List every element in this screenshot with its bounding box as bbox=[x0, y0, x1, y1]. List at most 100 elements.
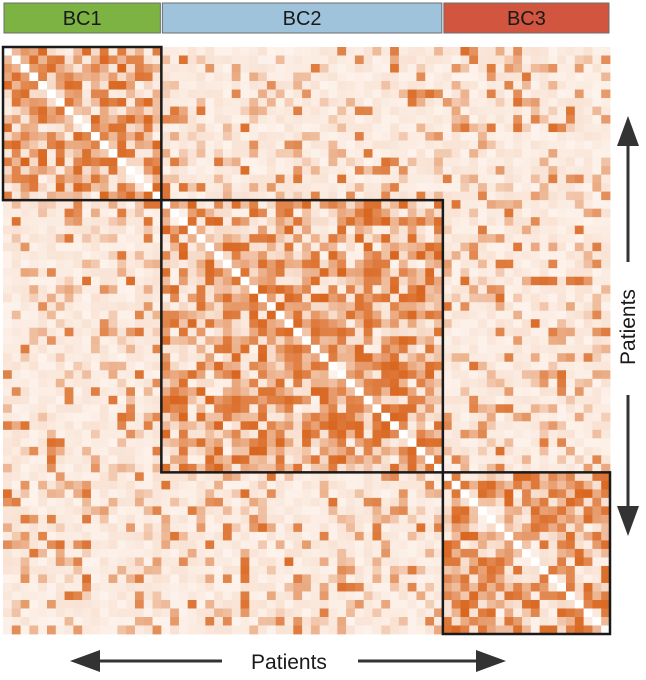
heatmap-cell bbox=[416, 446, 426, 456]
heatmap-cell bbox=[108, 81, 118, 90]
heatmap-cell bbox=[522, 276, 532, 286]
heatmap-cell bbox=[46, 191, 57, 201]
heatmap-cell bbox=[214, 557, 224, 567]
heatmap-cell bbox=[258, 72, 268, 82]
heatmap-cell bbox=[478, 183, 488, 193]
heatmap-cell bbox=[152, 64, 162, 73]
heatmap-cell bbox=[29, 565, 39, 575]
heatmap-cell bbox=[381, 140, 391, 150]
heatmap-cell bbox=[442, 625, 453, 635]
heatmap-cell bbox=[249, 55, 259, 65]
heatmap-cell bbox=[275, 319, 285, 329]
heatmap-cell bbox=[451, 327, 461, 337]
heatmap-cell bbox=[55, 608, 65, 618]
heatmap-cell bbox=[99, 591, 109, 601]
heatmap-cell bbox=[240, 89, 250, 99]
heatmap-cell bbox=[354, 557, 365, 567]
heatmap-cell bbox=[310, 132, 321, 141]
heatmap-cell bbox=[328, 64, 338, 73]
heatmap-cell bbox=[469, 89, 479, 99]
heatmap-cell bbox=[566, 132, 576, 141]
heatmap-cell bbox=[372, 81, 382, 90]
heatmap-cell bbox=[425, 225, 435, 235]
heatmap-cell bbox=[495, 344, 505, 354]
heatmap-cell bbox=[372, 591, 382, 601]
heatmap-cell bbox=[566, 421, 576, 431]
heatmap-cell bbox=[319, 378, 329, 388]
heatmap-cell bbox=[161, 506, 171, 516]
heatmap-cell bbox=[117, 370, 127, 380]
heatmap-cell bbox=[513, 480, 523, 490]
heatmap-cell bbox=[372, 387, 382, 397]
heatmap-cell bbox=[460, 276, 470, 286]
heatmap-cell bbox=[434, 548, 444, 558]
heatmap-cell bbox=[416, 531, 426, 541]
heatmap-cell bbox=[442, 208, 453, 218]
heatmap-cell bbox=[73, 327, 83, 337]
heatmap-cell bbox=[11, 115, 21, 124]
heatmap-cell bbox=[469, 463, 479, 473]
heatmap-cell bbox=[398, 480, 409, 490]
heatmap-cell bbox=[108, 123, 118, 133]
heatmap-cell bbox=[134, 523, 145, 533]
heatmap-cell bbox=[539, 276, 549, 286]
heatmap-cell bbox=[302, 98, 312, 107]
heatmap-cell bbox=[486, 489, 497, 499]
heatmap-cell bbox=[583, 242, 593, 252]
heatmap-cell bbox=[29, 404, 39, 414]
heatmap-cell bbox=[126, 310, 136, 320]
heatmap-cell bbox=[11, 540, 21, 550]
heatmap-cell bbox=[328, 582, 338, 592]
heatmap-cell bbox=[38, 81, 48, 90]
heatmap-cell bbox=[390, 497, 400, 507]
heatmap-cell bbox=[64, 531, 74, 541]
heatmap-cell bbox=[196, 438, 206, 448]
heatmap-cell bbox=[398, 497, 409, 507]
heatmap-cell bbox=[205, 123, 215, 133]
heatmap-cell bbox=[478, 208, 488, 218]
heatmap-cell bbox=[337, 497, 347, 507]
heatmap-cell bbox=[170, 531, 180, 541]
heatmap-cell bbox=[557, 344, 567, 354]
heatmap-cell bbox=[363, 106, 373, 116]
heatmap-cell bbox=[152, 523, 162, 533]
heatmap-cell bbox=[592, 183, 602, 193]
heatmap-cell bbox=[152, 72, 162, 82]
heatmap-cell bbox=[495, 361, 505, 371]
heatmap-cell bbox=[55, 625, 65, 635]
heatmap-cell bbox=[82, 140, 92, 150]
heatmap-cell bbox=[601, 268, 611, 278]
heatmap-cell bbox=[231, 140, 241, 150]
heatmap-cell bbox=[231, 591, 241, 601]
heatmap-cell bbox=[117, 234, 127, 244]
heatmap-cell bbox=[293, 616, 303, 626]
heatmap-cell bbox=[126, 276, 136, 286]
heatmap-cell bbox=[548, 378, 558, 388]
heatmap-cell bbox=[90, 565, 101, 575]
heatmap-cell bbox=[178, 302, 189, 312]
heatmap-cell bbox=[548, 89, 558, 99]
heatmap-cell bbox=[513, 81, 523, 90]
heatmap-cell bbox=[434, 472, 444, 482]
heatmap-cell bbox=[46, 514, 57, 524]
heatmap-cell bbox=[178, 72, 189, 82]
heatmap-cell bbox=[249, 217, 259, 227]
heatmap-cell bbox=[504, 89, 514, 99]
heatmap-cell bbox=[548, 174, 558, 184]
heatmap-cell bbox=[187, 157, 197, 167]
heatmap-cell bbox=[82, 608, 92, 618]
heatmap-cell bbox=[390, 234, 400, 244]
heatmap-cell bbox=[152, 395, 162, 405]
heatmap-cell bbox=[319, 259, 329, 269]
heatmap-cell bbox=[504, 344, 514, 354]
heatmap-cell bbox=[275, 251, 285, 261]
heatmap-cell bbox=[398, 166, 409, 176]
heatmap-cell bbox=[275, 208, 285, 218]
heatmap-cell bbox=[328, 123, 338, 133]
heatmap-cell bbox=[513, 438, 523, 448]
heatmap-cell bbox=[293, 183, 303, 193]
heatmap-cell bbox=[11, 608, 21, 618]
heatmap-cell bbox=[152, 421, 162, 431]
heatmap-cell bbox=[64, 208, 74, 218]
heatmap-cell bbox=[601, 89, 611, 99]
